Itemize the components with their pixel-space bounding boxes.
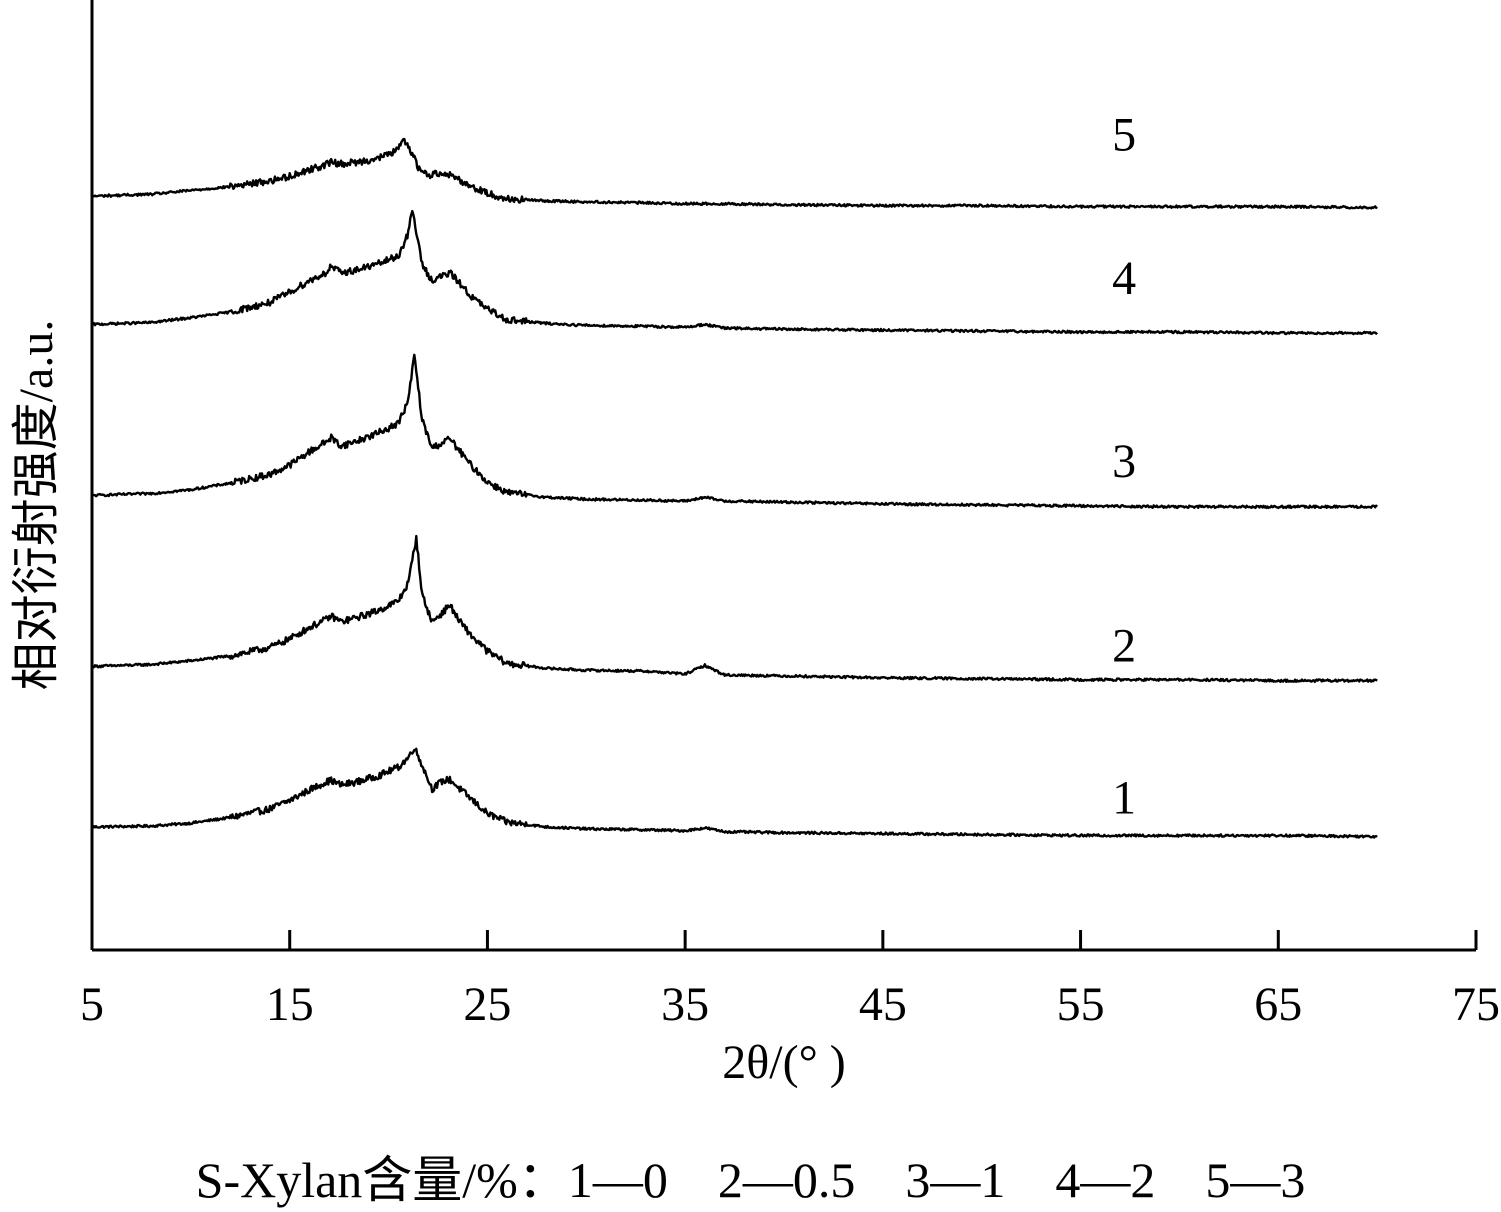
x-tick-label: 15	[266, 978, 314, 1031]
x-tick-label: 25	[463, 978, 511, 1031]
axes-group	[90, 0, 1476, 952]
xrd-curve-1	[91, 747, 1378, 839]
curve-label-2: 2	[1112, 620, 1136, 673]
x-tick-label: 65	[1254, 978, 1302, 1031]
curve-labels-group: 1 2 3 4 5	[1112, 108, 1136, 824]
curve-label-1: 1	[1112, 772, 1136, 825]
x-tick-label: 45	[859, 978, 907, 1031]
xrd-curve-3	[91, 353, 1378, 510]
curve-label-4: 4	[1112, 252, 1136, 305]
x-tick-label: 5	[80, 978, 104, 1031]
y-axis-title: 相对衍射强度/a.u.	[10, 320, 63, 691]
curve-label-3: 3	[1112, 435, 1136, 488]
x-tick-label: 55	[1057, 978, 1105, 1031]
xrd-curve-4	[91, 209, 1378, 336]
xrd-curve-5	[91, 137, 1378, 210]
chart-caption: S-Xylan含量/%：1—0 2—0.5 3—1 4—2 5—3	[195, 1152, 1306, 1208]
curves-group	[90, 137, 1378, 839]
curve-label-5: 5	[1112, 108, 1136, 161]
x-axis-title: 2θ/(° )	[722, 1036, 846, 1089]
x-ticks-group: 5 15 25 35 45 55 65 75	[80, 930, 1500, 1031]
x-tick-label: 35	[661, 978, 709, 1031]
xrd-curve-2	[90, 534, 1378, 683]
x-tick-label: 75	[1452, 978, 1500, 1031]
